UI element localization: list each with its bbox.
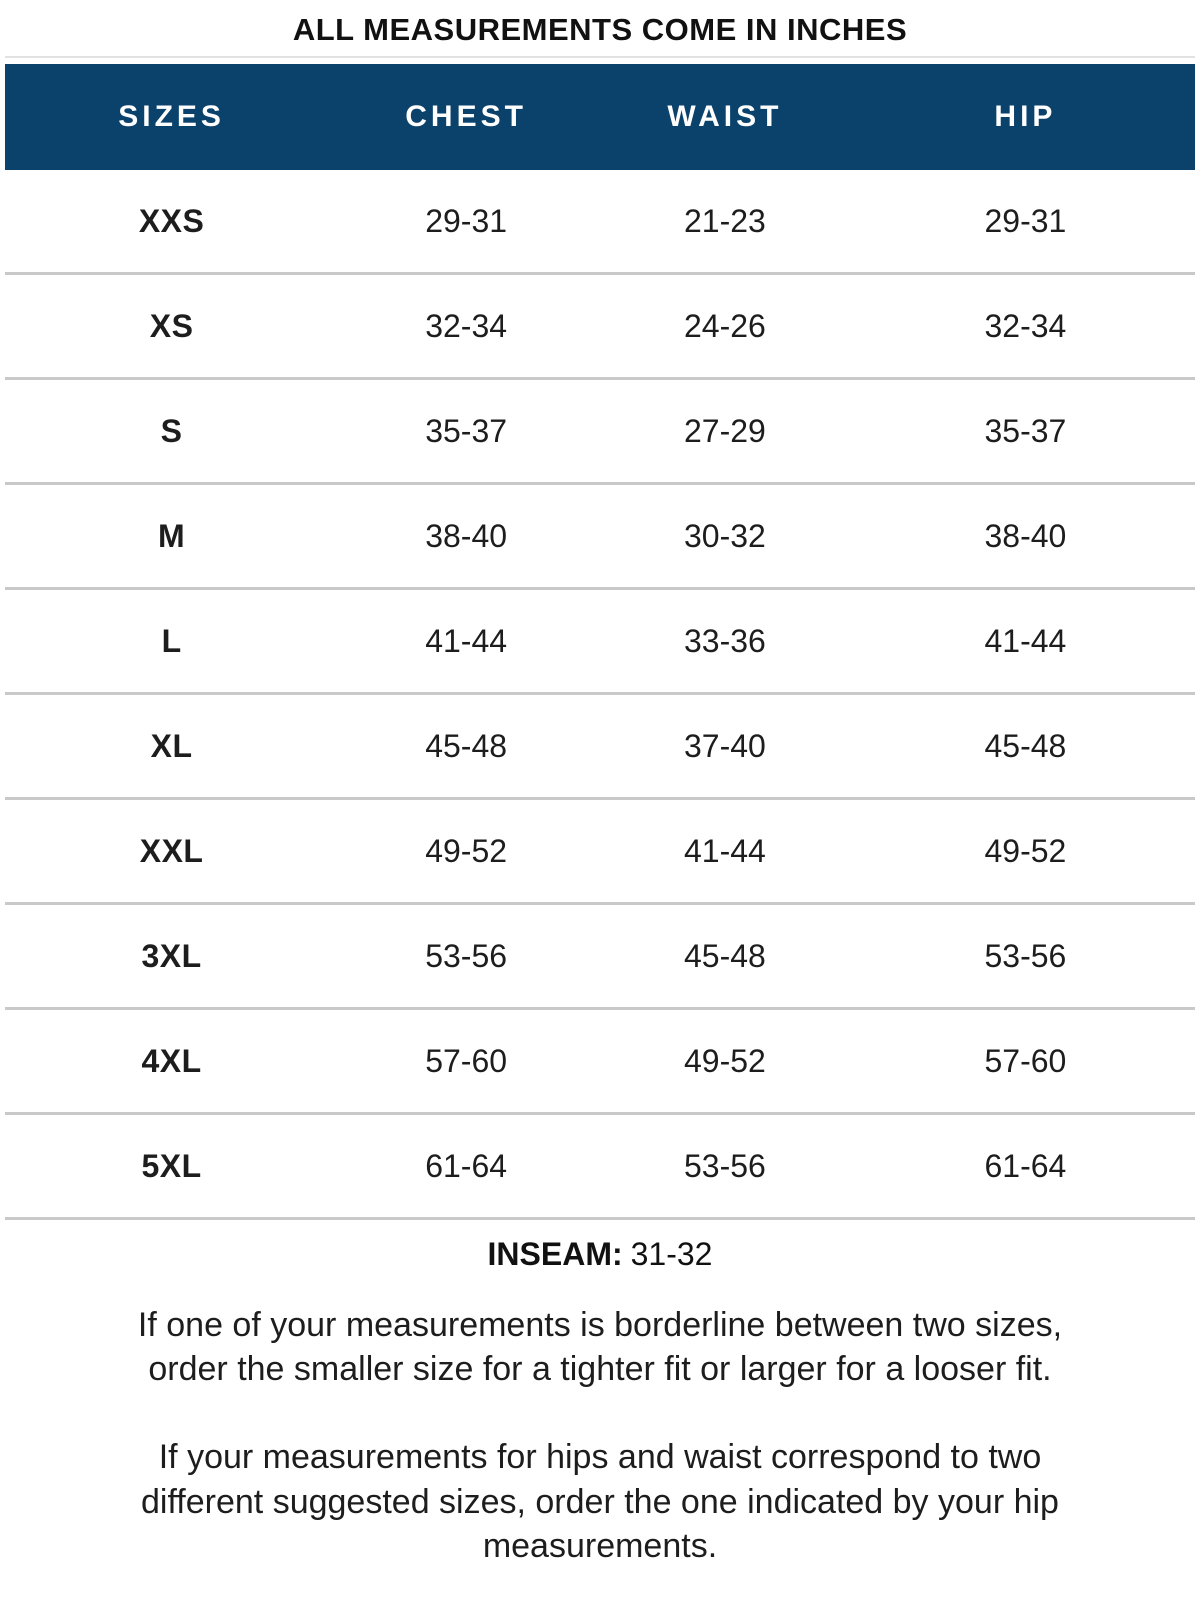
waist-value-cell: 21-23 <box>684 202 766 239</box>
table-row: XXL 49-52 41-44 49-52 <box>5 797 1195 904</box>
chest-value-cell: 49-52 <box>338 797 595 904</box>
chest-value-cell: 32-34 <box>338 272 595 379</box>
hip-value-cell: 45-48 <box>855 692 1195 799</box>
chest-value-cell: 35-37 <box>338 377 595 484</box>
table-row: 5XL 61-64 53-56 61-64 <box>5 1112 1195 1220</box>
hip-value-cell: 35-37 <box>855 377 1195 484</box>
waist-value-cell: 45-48 <box>594 902 856 1009</box>
table-row: 4XL 57-60 49-52 57-60 <box>5 1007 1195 1114</box>
size-label-cell: XXS <box>138 202 205 239</box>
size-chart-body: XXS 29-31 21-23 29-31 XS 32-34 24-26 32-34 S 35-3… <box>5 170 1195 1220</box>
inseam-note: INSEAM: 31-32 <box>5 1236 1195 1273</box>
table-row: M 38-40 30-32 38-40 <box>5 482 1195 589</box>
waist-value-cell: 27-29 <box>594 377 856 484</box>
size-label-cell: XXL <box>5 797 339 904</box>
waist-value-cell: 41-44 <box>594 797 856 904</box>
note-hip-priority: If your measurements for hips and waist … <box>141 1438 1059 1565</box>
chest-value-cell: 45-48 <box>338 692 595 799</box>
column-header-waist: WAIST <box>594 64 856 170</box>
page-title: ALL MEASUREMENTS COME IN INCHES <box>292 12 908 47</box>
size-label-cell: 4XL <box>5 1007 339 1114</box>
waist-value-cell: 30-32 <box>594 482 856 589</box>
table-row: XL 45-48 37-40 45-48 <box>5 692 1195 799</box>
waist-value-cell: 53-56 <box>594 1112 856 1220</box>
note-borderline-sizes: If one of your measurements is borderlin… <box>137 1306 1063 1389</box>
hip-value-cell: 29-31 <box>984 202 1067 239</box>
column-header-hip: HIP <box>855 64 1195 170</box>
hip-value-cell: 57-60 <box>855 1007 1195 1114</box>
size-chart-header: SIZES CHEST WAIST HIP <box>5 64 1195 170</box>
hip-value-cell: 61-64 <box>855 1112 1195 1220</box>
header-row: SIZES CHEST WAIST HIP <box>5 64 1195 170</box>
size-label-cell: S <box>5 377 339 484</box>
table-row: XXS 29-31 21-23 29-31 <box>5 170 1195 274</box>
table-top-divider <box>5 56 1195 58</box>
waist-value-cell: 33-36 <box>594 587 856 694</box>
hip-value-cell: 49-52 <box>855 797 1195 904</box>
chest-value-cell: 61-64 <box>338 1112 595 1220</box>
table-row: S 35-37 27-29 35-37 <box>5 377 1195 484</box>
chest-value-cell: 53-56 <box>338 902 595 1009</box>
inseam-label: INSEAM: <box>487 1236 623 1272</box>
chest-value-cell: 41-44 <box>338 587 595 694</box>
inseam-value: 31-32 <box>630 1236 713 1272</box>
table-row: L 41-44 33-36 41-44 <box>5 587 1195 694</box>
size-label-cell: XS <box>5 272 339 379</box>
chest-value-cell: 29-31 <box>425 202 508 239</box>
size-label-cell: XL <box>5 692 339 799</box>
waist-value-cell: 49-52 <box>594 1007 856 1114</box>
waist-value-cell: 37-40 <box>594 692 856 799</box>
hip-value-cell: 38-40 <box>855 482 1195 589</box>
hip-value-cell: 41-44 <box>855 587 1195 694</box>
size-chart-table: SIZES CHEST WAIST HIP XXS 29-31 21-23 29-31… <box>5 64 1195 1220</box>
size-label-cell: 5XL <box>5 1112 339 1220</box>
column-header-chest: CHEST <box>338 64 595 170</box>
chest-value-cell: 57-60 <box>338 1007 595 1114</box>
table-row: 3XL 53-56 45-48 53-56 <box>5 902 1195 1009</box>
hip-value-cell: 32-34 <box>855 272 1195 379</box>
size-label-cell: M <box>5 482 339 589</box>
chest-value-cell: 38-40 <box>338 482 595 589</box>
size-label-cell: 3XL <box>5 902 339 1009</box>
table-row: XS 32-34 24-26 32-34 <box>5 272 1195 379</box>
column-header-sizes: SIZES <box>5 64 339 170</box>
waist-value-cell: 24-26 <box>594 272 856 379</box>
hip-value-cell: 53-56 <box>855 902 1195 1009</box>
size-label-cell: L <box>5 587 339 694</box>
